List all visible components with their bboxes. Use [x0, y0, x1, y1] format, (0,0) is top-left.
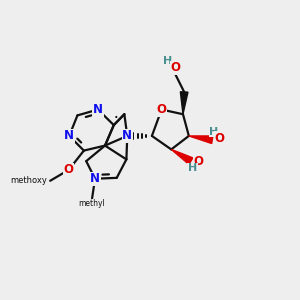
Text: O: O: [157, 103, 166, 116]
Text: O: O: [64, 164, 74, 176]
Text: O: O: [170, 61, 180, 74]
Text: H: H: [188, 164, 197, 173]
Text: N: N: [122, 129, 132, 142]
Polygon shape: [189, 136, 213, 143]
Text: N: N: [64, 129, 74, 142]
Text: H: H: [164, 56, 173, 66]
Polygon shape: [180, 92, 188, 114]
Text: methoxy: methoxy: [11, 176, 47, 185]
Text: H: H: [209, 127, 218, 136]
Text: methyl: methyl: [79, 199, 106, 208]
Text: O: O: [214, 132, 225, 145]
Text: N: N: [93, 103, 103, 116]
Polygon shape: [171, 149, 193, 164]
Text: O: O: [193, 154, 203, 168]
Text: N: N: [90, 172, 100, 185]
